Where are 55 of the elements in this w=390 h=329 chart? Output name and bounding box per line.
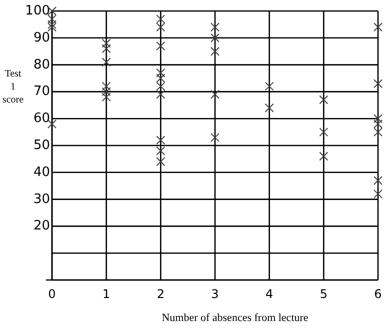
point xyxy=(156,14,166,24)
point xyxy=(374,79,382,88)
point xyxy=(102,58,111,67)
x-tick-label: 5 xyxy=(320,287,328,301)
point xyxy=(156,157,166,166)
x-tick-label: 1 xyxy=(102,287,110,301)
point xyxy=(156,41,166,50)
x-tick-label: 0 xyxy=(48,287,56,301)
point xyxy=(48,20,56,29)
point xyxy=(102,38,111,48)
point xyxy=(264,103,274,112)
y-tick-label: 60 xyxy=(33,111,50,126)
point xyxy=(264,82,274,91)
x-tick-label: 4 xyxy=(266,287,274,301)
point xyxy=(156,68,166,78)
point xyxy=(156,82,166,91)
y-tick-label: 20 xyxy=(33,218,50,234)
point xyxy=(210,33,220,42)
point xyxy=(374,119,382,128)
y-axis-title: Test 1 score xyxy=(2,68,24,106)
point xyxy=(374,176,382,185)
point xyxy=(156,146,166,156)
point xyxy=(48,22,56,32)
point xyxy=(210,132,220,142)
point xyxy=(48,119,56,128)
y-tick-label: 50 xyxy=(33,138,50,154)
x-tick-label: 2 xyxy=(156,287,164,301)
point xyxy=(102,44,111,54)
point xyxy=(102,92,111,102)
point xyxy=(102,82,111,91)
point xyxy=(156,90,166,99)
y-tick-label: 90 xyxy=(33,30,50,46)
point xyxy=(374,114,382,124)
y-tick-label: 70 xyxy=(33,84,50,100)
point xyxy=(319,152,328,161)
point xyxy=(319,95,328,104)
point xyxy=(210,22,220,32)
point xyxy=(210,46,220,56)
point xyxy=(156,22,166,32)
x-tick-label: 6 xyxy=(374,287,382,301)
y-tick-label: 100 xyxy=(25,4,50,19)
y-tick-label: 80 xyxy=(33,57,50,72)
point xyxy=(210,90,220,99)
point xyxy=(319,128,328,137)
point xyxy=(374,22,382,32)
y-tick-label: 40 xyxy=(33,164,50,180)
point xyxy=(374,128,382,137)
point xyxy=(48,14,56,24)
x-axis-title: Number of absences from lecture xyxy=(162,312,308,324)
x-tick-label: 3 xyxy=(211,287,219,301)
point xyxy=(374,189,382,198)
point xyxy=(102,87,111,96)
point xyxy=(156,74,166,83)
y-tick-label: 30 xyxy=(33,192,50,207)
point xyxy=(156,136,166,145)
